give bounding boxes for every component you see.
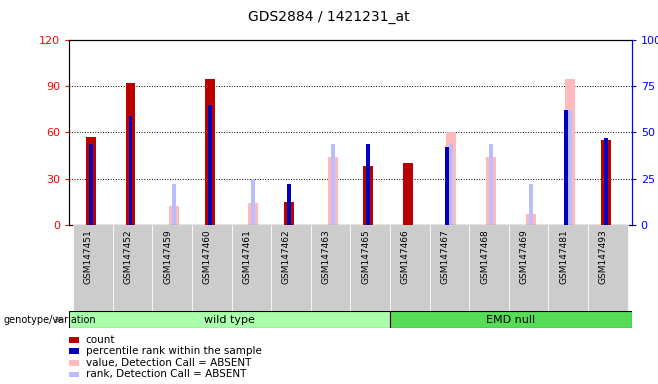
Bar [271,225,311,311]
Text: GSM147467: GSM147467 [440,229,449,284]
Bar [328,157,338,225]
Bar [192,225,232,311]
Bar [449,144,453,225]
Bar [232,225,271,311]
Text: EMD null: EMD null [486,314,536,325]
Bar [172,184,176,225]
Text: count: count [86,335,115,345]
Bar [486,157,496,225]
Bar [350,225,390,311]
Bar [248,203,259,225]
Bar [447,132,457,225]
Bar [489,144,493,225]
Bar [469,225,509,311]
Text: GSM147481: GSM147481 [559,229,569,284]
Text: GSM147463: GSM147463 [322,229,330,284]
Bar [251,179,255,225]
Text: value, Detection Call = ABSENT: value, Detection Call = ABSENT [86,358,251,368]
Bar [69,360,79,366]
Bar [565,79,575,225]
Bar [549,225,588,311]
Bar [169,206,179,225]
Text: GSM147452: GSM147452 [124,229,132,284]
Bar [363,166,373,225]
Bar [390,225,430,311]
Bar [565,110,569,225]
Text: genotype/variation: genotype/variation [3,314,96,325]
Bar [604,138,608,225]
Text: GSM147493: GSM147493 [599,229,608,284]
Bar [73,225,113,311]
Bar [128,116,132,225]
Bar [445,147,449,225]
Bar [152,225,192,311]
Bar [69,311,390,328]
Bar [367,144,370,225]
Bar [390,311,632,328]
Bar [69,372,79,377]
Text: GSM147460: GSM147460 [203,229,212,284]
Bar [403,163,413,225]
Text: GDS2884 / 1421231_at: GDS2884 / 1421231_at [248,10,410,23]
Bar [569,110,572,225]
Text: GSM147462: GSM147462 [282,229,291,284]
Text: wild type: wild type [204,314,255,325]
Bar [69,349,79,354]
Bar [284,202,294,225]
Bar [528,184,532,225]
Text: GSM147461: GSM147461 [242,229,251,284]
Bar [509,225,549,311]
Bar [126,83,136,225]
Bar [208,105,212,225]
Text: percentile rank within the sample: percentile rank within the sample [86,346,261,356]
Bar [330,144,334,225]
Bar [430,225,469,311]
Bar [311,225,350,311]
Text: GSM147469: GSM147469 [520,229,528,284]
Bar [601,140,611,225]
Bar [113,225,152,311]
Bar [588,225,628,311]
Text: GSM147468: GSM147468 [480,229,489,284]
Text: rank, Detection Call = ABSENT: rank, Detection Call = ABSENT [86,369,246,379]
Bar [69,337,79,343]
Bar [89,144,93,225]
Text: GSM147459: GSM147459 [163,229,172,284]
Bar [526,214,536,225]
Bar [205,79,215,225]
Text: GSM147465: GSM147465 [361,229,370,284]
Bar [86,137,96,225]
Text: GSM147451: GSM147451 [84,229,93,284]
Text: GSM147466: GSM147466 [401,229,410,284]
Bar [287,184,291,225]
